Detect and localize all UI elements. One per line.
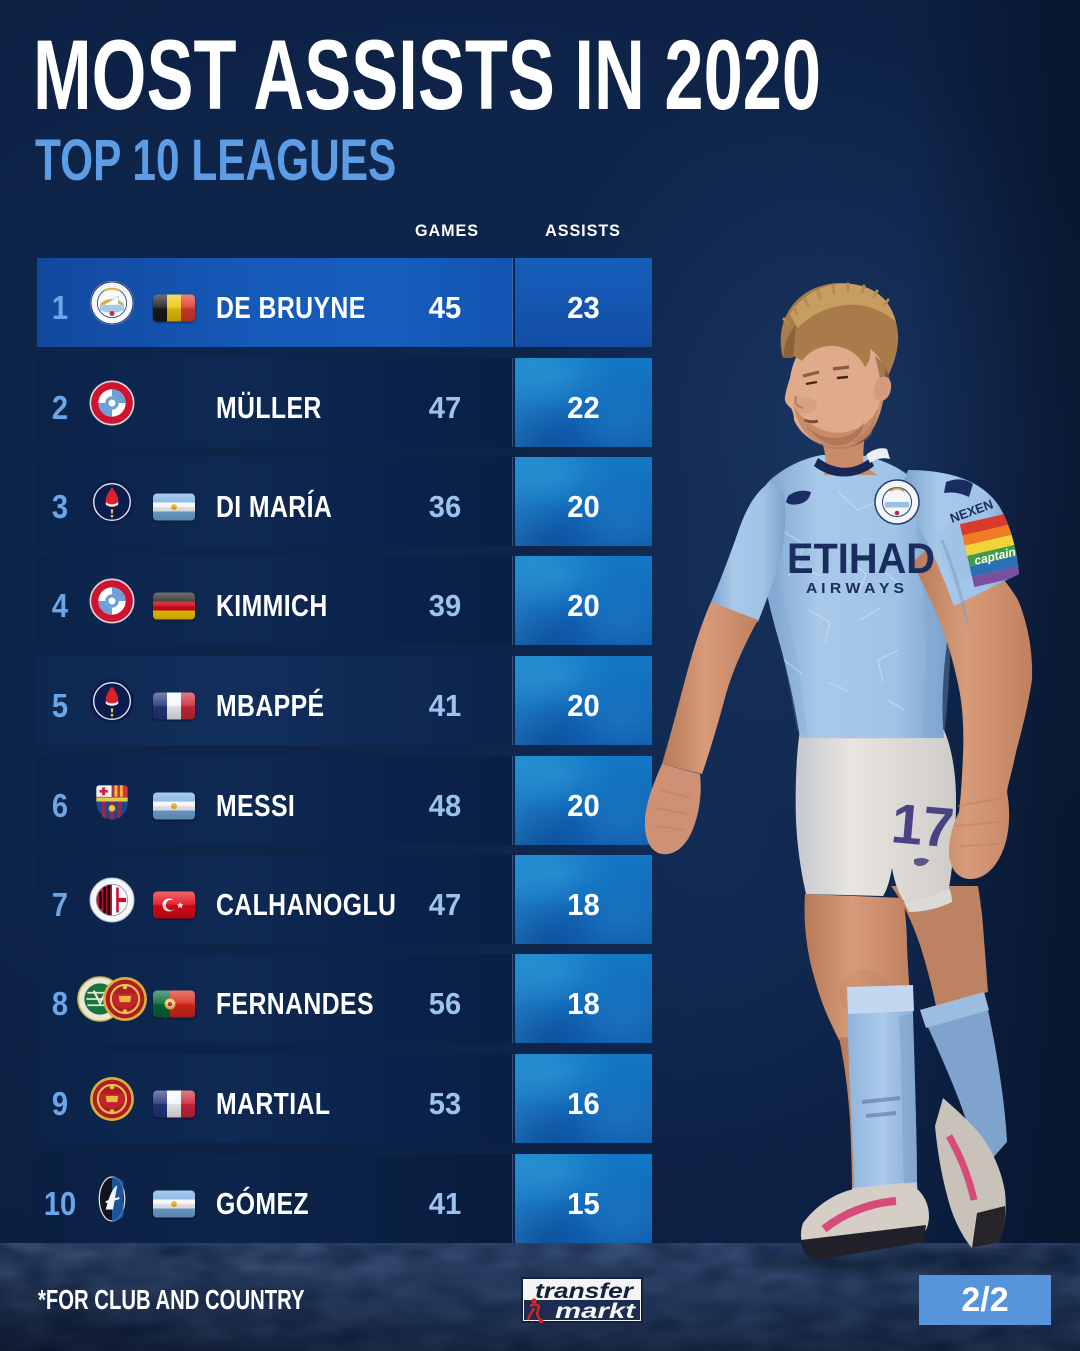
svg-text:markt: markt	[555, 1300, 636, 1323]
svg-text:ETIHAD: ETIHAD	[787, 535, 935, 583]
svg-text:A I R W A Y S: A I R W A Y S	[806, 580, 904, 597]
svg-text:transfer: transfer	[535, 1280, 635, 1303]
svg-text:17: 17	[889, 791, 957, 859]
